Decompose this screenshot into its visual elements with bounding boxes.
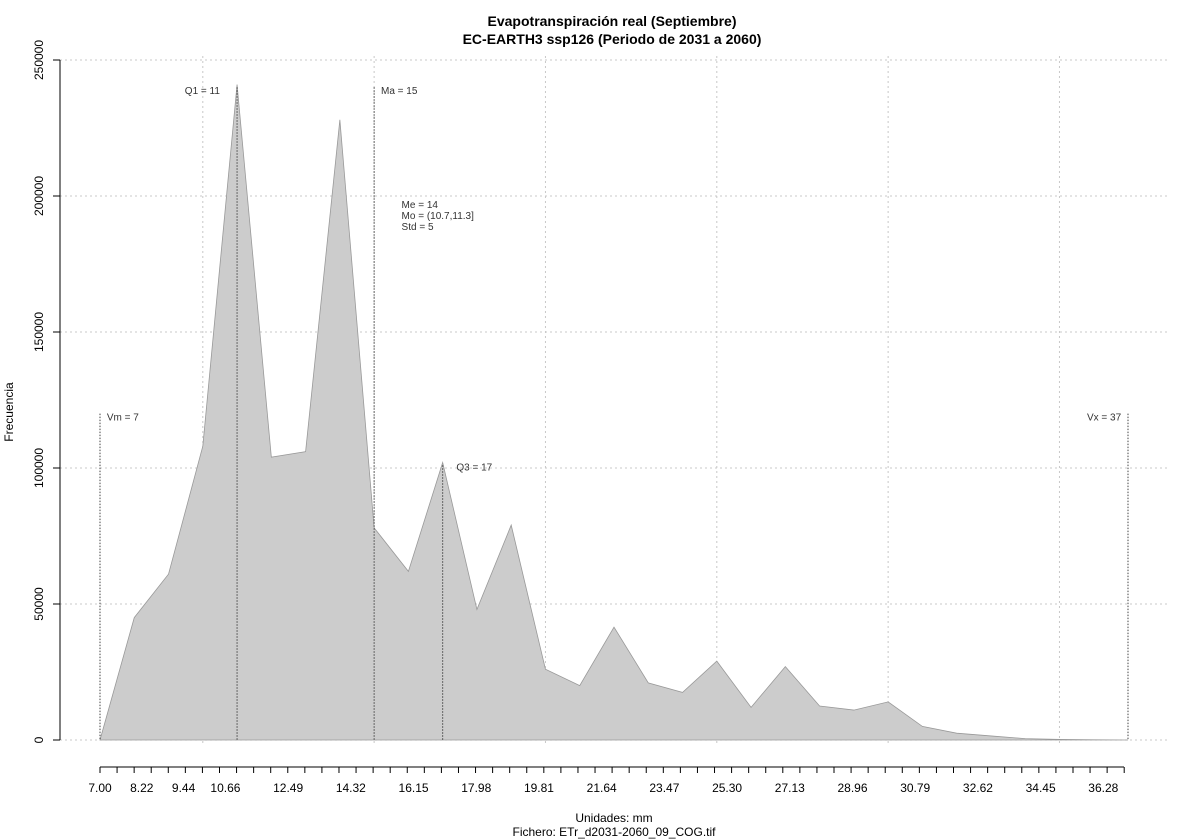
chart-subtitle: EC-EARTH3 ssp126 (Periodo de 2031 a 2060… [463,31,762,47]
x-tick-label: 34.45 [1026,781,1056,795]
x-tick-label: 19.81 [524,781,554,795]
x-tick-label: 17.98 [461,781,491,795]
x-tick-label: 21.64 [587,781,617,795]
x-tick-label: 7.00 [88,781,112,795]
area-layer [99,84,1129,741]
marker-label-ma: Ma = 15 [381,86,418,97]
x-tick-label: 10.66 [210,781,240,795]
marker-lines [99,87,1129,740]
marker-label-vx: Vx = 37 [1087,412,1122,423]
y-tick-label: 50000 [32,587,46,621]
x-tick-label: 30.79 [900,781,930,795]
x-tick-label: 16.15 [399,781,429,795]
y-tick-label: 100000 [32,448,46,488]
x-tick-label: 9.44 [172,781,196,795]
file-caption: Fichero: ETr_d2031-2060_09_COG.tif [513,825,717,839]
frequency-area [99,84,1129,741]
x-tick-label: 23.47 [649,781,679,795]
marker-label-q3: Q3 = 17 [456,463,492,474]
x-tick-label: 32.62 [963,781,993,795]
x-tick-label: 25.30 [712,781,742,795]
y-axis-title: Frecuencia [2,382,16,442]
x-tick-label: 14.32 [336,781,366,795]
stat-label: Mo = (10.7,11.3] [402,211,475,222]
y-tick-label: 150000 [32,312,46,352]
annotations: Vm = 7 Q1 = 11 Ma = 15 Q3 = 17 Vx = 37 Me = 1… [107,86,1122,474]
y-tick-label: 250000 [32,40,46,80]
x-tick-label: 28.96 [837,781,867,795]
y-tick-label: 200000 [32,176,46,216]
y-tick-label: 0 [32,736,46,743]
x-tick-label: 36.28 [1088,781,1118,795]
marker-label-q1: Q1 = 11 [185,86,221,97]
chart-title: Evapotranspiración real (Septiembre) [488,13,737,29]
stat-label: Me = 14 [402,200,439,211]
x-tick-label: 27.13 [775,781,805,795]
y-axis: 0 50000 100000 150000 200000 250000 [32,40,61,743]
x-tick-label: 12.49 [273,781,303,795]
x-tick-label: 8.22 [130,781,154,795]
x-axis-title: Unidades: mm [575,811,652,825]
marker-label-vm: Vm = 7 [107,412,139,423]
stat-label: Std = 5 [402,222,434,233]
x-axis: 7.00 8.22 9.44 10.66 12.49 14.32 16.15 17.98 19.… [88,766,1125,795]
